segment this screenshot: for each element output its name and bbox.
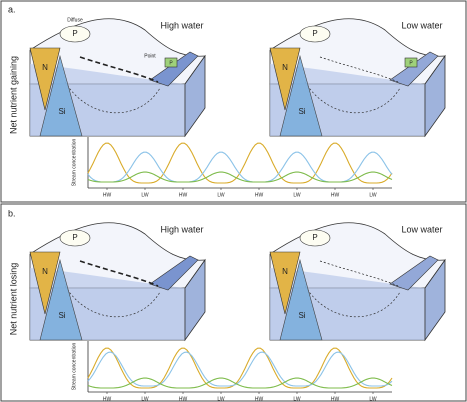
diffuse-p-label: P [72, 29, 77, 38]
block-title: Low water [401, 224, 442, 234]
si-label: Si [58, 311, 65, 320]
figure: a. Net nutrient gaining N Si P Diffuse P Point H… [0, 0, 467, 402]
diffuse-p-label: P [312, 233, 317, 242]
side-label: Net nutrient gaining [8, 56, 18, 134]
x-tick-label: LW [293, 396, 300, 402]
diffuse-label: Diffuse [67, 17, 83, 23]
x-tick-label: LW [217, 396, 224, 402]
x-tick-label: HW [255, 396, 264, 402]
block-title: High water [160, 224, 203, 234]
panel-label: a. [8, 4, 16, 14]
n-label: N [282, 63, 288, 72]
n-label: N [282, 267, 288, 276]
chart-y-label: Stream concentration [71, 343, 77, 391]
side-label: Net nutrient losing [8, 263, 18, 336]
n-label: N [42, 63, 48, 72]
x-tick-label: LW [369, 192, 376, 198]
si-label: Si [298, 107, 305, 116]
x-tick-label: LW [217, 192, 224, 198]
si-label: Si [298, 311, 305, 320]
block-title: Low water [401, 20, 442, 30]
si-curve [88, 352, 392, 386]
diffuse-p-label: P [312, 29, 317, 38]
x-tick-label: LW [141, 192, 148, 198]
x-tick-label: HW [331, 192, 340, 198]
x-tick-label: LW [293, 192, 300, 198]
x-tick-label: HW [103, 192, 112, 198]
diffuse-p-label: P [72, 233, 77, 242]
chart-y-label: Stream concentration [71, 139, 77, 187]
panel: a. Net nutrient gaining N Si P Diffuse P Point H… [8, 4, 445, 198]
x-tick-label: HW [179, 396, 188, 402]
panel: b. Net nutrient losing N Si P High water N Si P L… [8, 208, 445, 402]
x-tick-label: HW [255, 192, 264, 198]
x-tick-label: HW [103, 396, 112, 402]
si-label: Si [58, 107, 65, 116]
x-tick-label: HW [179, 192, 188, 198]
x-tick-label: LW [369, 396, 376, 402]
point-label: Point [144, 53, 156, 59]
n-label: N [42, 267, 48, 276]
x-tick-label: LW [141, 396, 148, 402]
x-tick-label: HW [331, 396, 340, 402]
panel-label: b. [8, 208, 16, 218]
block-title: High water [160, 20, 203, 30]
